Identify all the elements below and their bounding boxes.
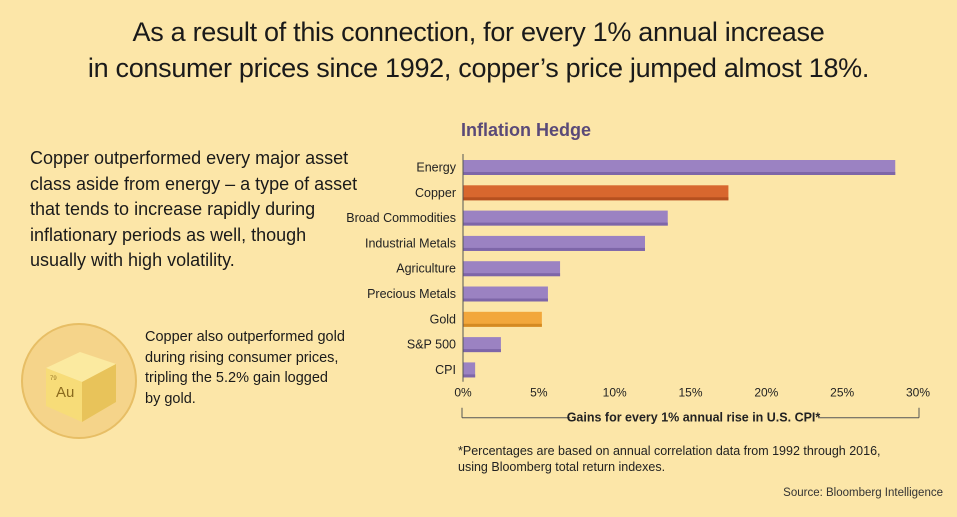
bar-shade-agriculture [463,273,561,277]
footnote-line-2: using Bloomberg total return indexes. [458,460,666,474]
bar-precious-metals [463,286,548,302]
bar-s-p-500 [463,337,501,353]
category-label-industrial-metals: Industrial Metals [365,236,456,250]
x-tick-label-5: 5% [530,386,548,400]
bar-shade-energy [463,172,896,175]
gold-note-text: Copper also outperformed gold during ris… [145,329,345,407]
chart-title: Inflation Hedge [461,120,591,140]
headline: As a result of this connection, for ever… [0,14,957,86]
category-label-agriculture: Agriculture [396,262,456,276]
cube-left-face [46,368,82,422]
footnote: *Percentages are based on annual correla… [458,443,938,475]
bar-shade-cpi [463,374,476,378]
bar-shade-broad-commodities [463,222,668,226]
headline-line-1: As a result of this connection, for ever… [132,17,825,47]
category-label-energy: Energy [416,161,456,175]
footnote-line-1: *Percentages are based on annual correla… [458,444,881,458]
category-label-cpi: CPI [435,363,456,377]
inflation-hedge-chart: Energy Copper Broad Commodities Industrial … [346,154,930,425]
bar-gold [463,311,542,327]
bar-shade-gold [463,323,542,327]
x-tick-label-30: 30% [906,386,930,400]
x-tick-label-10: 10% [603,386,627,400]
category-label-s-p-500: S&P 500 [407,338,456,352]
bar-shade-precious-metals [463,298,548,302]
category-label-precious-metals: Precious Metals [367,287,456,301]
bar-industrial-metals [463,235,645,251]
x-tick-label-25: 25% [830,386,854,400]
intro-text: Copper outperformed every major asset cl… [30,148,358,270]
gold-cube-icon: 79 Au [21,323,137,439]
category-label-gold: Gold [430,312,456,326]
bar-shade-copper [463,197,729,201]
x-tick-label-15: 15% [678,386,702,400]
bar-agriculture [463,261,561,277]
bar-broad-commodities [463,210,668,226]
cube-symbol: Au [56,384,74,401]
category-label-copper: Copper [415,186,456,200]
cube-top-face [46,352,116,382]
headline-line-2: in consumer prices since 1992, copper’s … [87,53,870,83]
bar-copper [463,185,729,201]
cube-number: 79 [50,376,57,382]
x-axis-label: Gains for every 1% annual rise in U.S. C… [567,411,821,425]
bar-cpi [463,362,476,378]
x-tick-label-20: 20% [754,386,778,400]
cube-right-face [82,364,116,422]
source-credit: Source: Bloomberg Intelligence [783,487,943,499]
bar-energy [463,160,896,175]
x-tick-label-0: 0% [454,386,472,400]
bar-shade-industrial-metals [463,247,645,251]
bar-shade-s-p-500 [463,349,501,353]
category-label-broad-commodities: Broad Commodities [346,211,456,225]
